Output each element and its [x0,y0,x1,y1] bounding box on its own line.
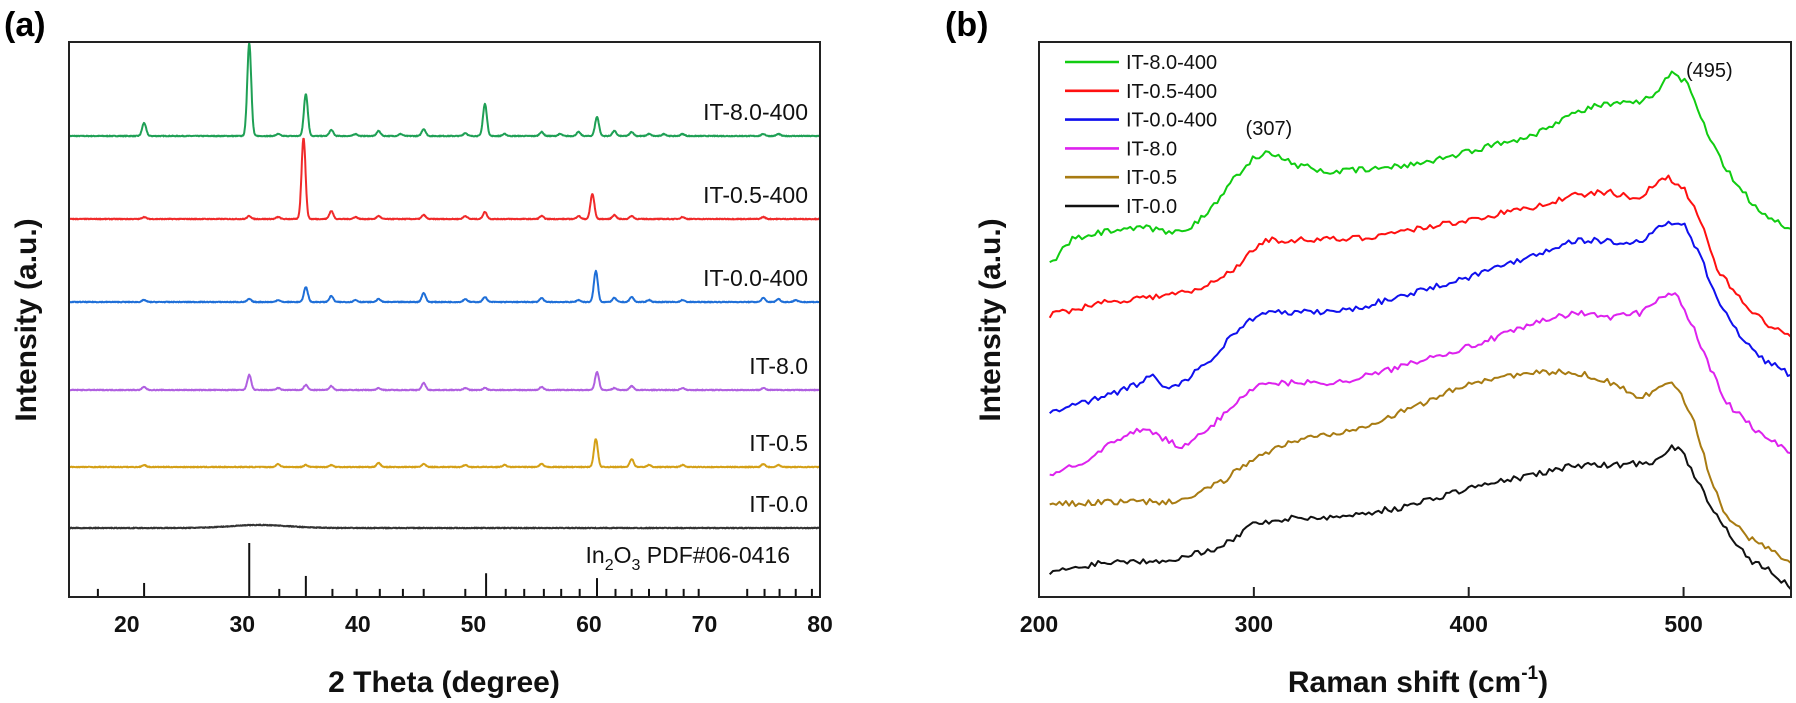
legend-item: IT-8.0 [1065,138,1177,160]
series-label: IT-8.0-400 [703,99,808,125]
legend-item: IT-8.0-400 [1065,52,1217,74]
legend-item: IT-0.5 [1065,167,1177,189]
y-axis-title-b: Intensity (a.u.) [974,218,1007,421]
series-label: IT-0.0 [749,491,808,517]
legend-label: IT-0.5 [1126,167,1177,189]
y-axis-title-a: Intensity (a.u.) [10,218,43,421]
peak-annotation: (495) [1686,60,1733,82]
legend-label: IT-8.0-400 [1126,52,1217,74]
x-tick-label: 500 [1664,611,1702,637]
x-axis-title-b: Raman shift (cm-1) [1288,663,1548,699]
x-tick-label: 40 [345,611,371,637]
xrd-curve-it-8.0 [68,370,821,392]
xrd-curve-it-0.5 [68,438,821,469]
x-tick-label: 30 [230,611,256,637]
x-tick-label: 400 [1450,611,1488,637]
peak-annotation: (307) [1246,118,1293,140]
reference-sticks [96,543,813,597]
x-ticks-b: 200 300 400 500 [1020,587,1703,637]
panel-a: (a) IT-8.0-400IT-0.5-400IT-0.0-400IT-8.0… [4,6,833,699]
series-label: IT-0.0-400 [703,265,808,291]
xrd-curve-it-0.0 [68,523,821,530]
legend: IT-8.0-400 IT-0.5-400 IT-0.0-400 IT-8.0 IT-0… [1065,52,1217,218]
plot-frame-b [1038,41,1792,598]
raman-curves [1048,70,1792,591]
x-tick-label: 200 [1020,611,1058,637]
series-label: IT-8.0 [749,353,808,379]
reference-label: In2O3 PDF#06-0416 [586,542,790,574]
xrd-curve-it-8.0-400 [68,42,821,138]
series-label: IT-0.5-400 [703,182,808,208]
raman-curve-it-8.0-400 [1049,70,1792,263]
x-axis-title-a: 2 Theta (degree) [328,666,560,699]
legend-label: IT-0.5-400 [1126,81,1217,103]
raman-curve-it-0.5 [1049,368,1792,564]
x-tick-label: 80 [807,611,833,637]
raman-annotations: (307) (495) [1246,60,1733,140]
raman-curve-it-8.0 [1049,292,1792,477]
legend-item: IT-0.0-400 [1065,110,1217,132]
xrd-series-labels: IT-8.0-400 IT-0.5-400 IT-0.0-400 IT-8.0 IT-0… [703,99,808,517]
series-label: IT-0.5 [749,430,808,456]
x-tick-label: 20 [114,611,140,637]
xrd-curve-it-0.5-400 [68,137,821,221]
x-tick-label: 70 [692,611,718,637]
raman-curve-it-0.0-400 [1049,220,1792,415]
legend-item: IT-0.0 [1065,196,1177,218]
legend-label: IT-8.0 [1126,138,1177,160]
x-tick-label: 300 [1235,611,1273,637]
panel-a-label: (a) [4,6,46,44]
legend-item: IT-0.5-400 [1065,81,1217,103]
xrd-curves [68,42,821,530]
panel-b: (b) (307) (495) IT-8.0-400 IT-0.5-400 IT-0.… [945,6,1792,699]
plot-frame-a [68,41,821,598]
raman-curve-it-0.5-400 [1048,174,1792,338]
xrd-curve-it-0.0-400 [68,269,821,304]
raman-curve-it-0.0 [1048,444,1792,591]
legend-label: IT-0.0 [1126,196,1177,218]
legend-label: IT-0.0-400 [1126,110,1217,132]
x-tick-label: 60 [576,611,602,637]
x-tick-labels-a: 20 30 40 50 60 70 80 [114,611,833,637]
panel-b-label: (b) [945,6,988,44]
x-tick-label: 50 [461,611,487,637]
